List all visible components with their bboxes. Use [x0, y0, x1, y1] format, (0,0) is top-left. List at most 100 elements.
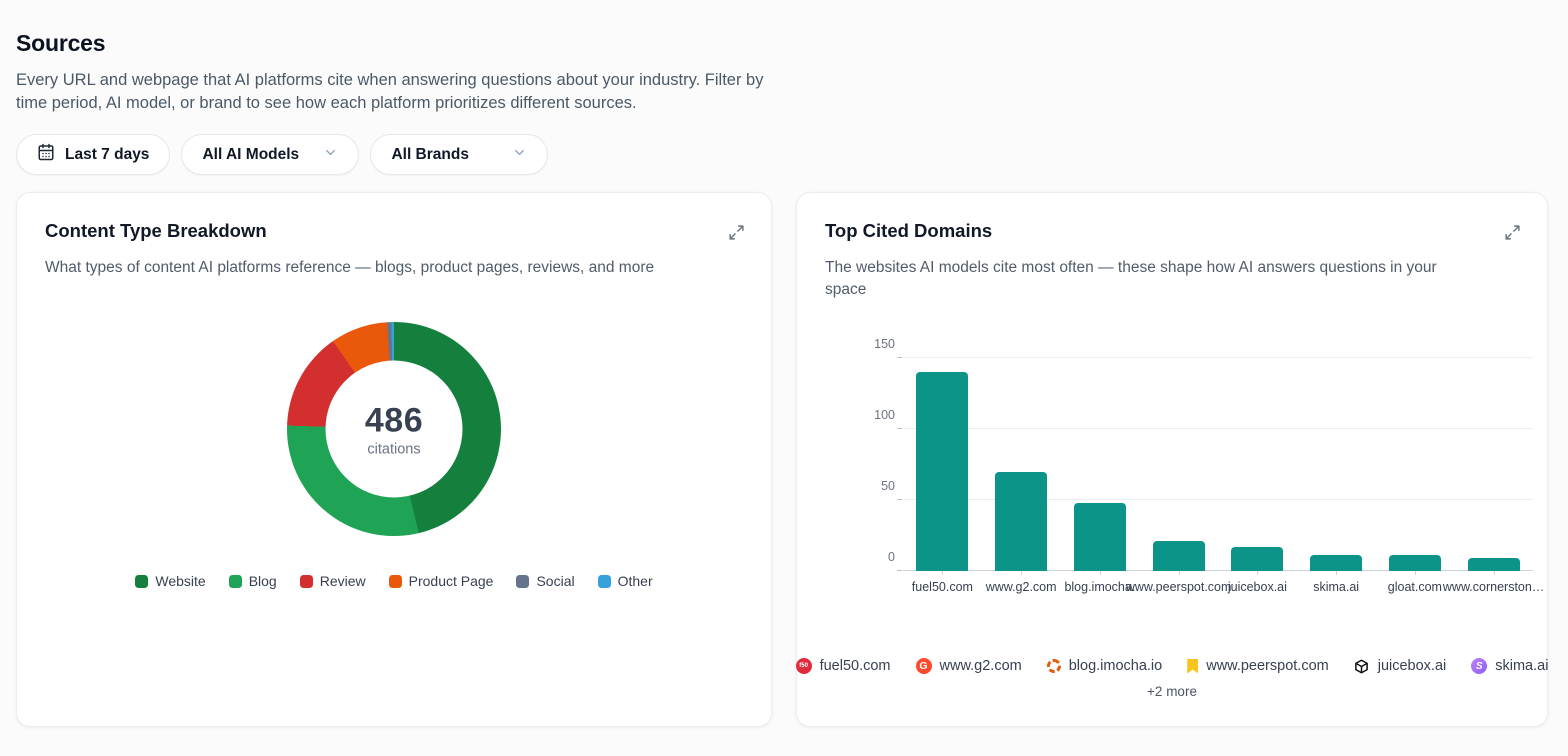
donut-center: 486 citations [325, 360, 463, 498]
x-tick [1021, 571, 1023, 575]
content-type-legend: Website Blog Review Product Page Social … [41, 573, 747, 589]
legend-item-review[interactable]: Review [299, 573, 366, 589]
filter-bar: Last 7 days All AI Models All Brands [16, 134, 1552, 175]
x-tick [942, 571, 944, 575]
g2-favicon: G [915, 658, 932, 674]
content-type-card-title: Content Type Breakdown [45, 220, 267, 241]
x-label: www.g2.com [985, 580, 1057, 594]
domain-label: blog.imocha.io [1068, 658, 1163, 674]
legend-item-other[interactable]: Other [597, 573, 653, 589]
legend-label: Review [319, 573, 366, 589]
domain-legend: f50 fuel50.com G www.g2.com blog.imocha.… [795, 658, 1548, 674]
top-domains-card-title: Top Cited Domains [825, 220, 993, 241]
ai-model-dropdown[interactable]: All AI Models [181, 134, 360, 175]
x-tick [1178, 571, 1180, 575]
expand-icon [728, 225, 745, 244]
social-swatch [516, 574, 530, 588]
legend-item-product-page[interactable]: Product Page [388, 573, 494, 589]
bar-imocha[interactable] [1073, 503, 1126, 571]
product-page-swatch [388, 574, 402, 588]
bar-peerspot[interactable] [1152, 541, 1205, 571]
blog-swatch [228, 574, 242, 588]
y-tick-50: 50 [881, 479, 895, 493]
bar-gloat[interactable] [1388, 555, 1441, 571]
more-domains-link[interactable]: +2 more [1147, 684, 1197, 699]
domain-item-peerspot[interactable]: www.peerspot.com [1187, 658, 1329, 674]
y-tick-0: 0 [888, 550, 895, 564]
x-label: www.cornerston… [1442, 580, 1545, 594]
page-description: Every URL and webpage that AI platforms … [16, 71, 764, 112]
x-label: skima.ai [1313, 580, 1360, 594]
y-tick-100: 100 [874, 408, 895, 422]
donut-chart[interactable]: 486 citations [287, 322, 501, 536]
imocha-favicon [1046, 659, 1061, 673]
website-swatch [135, 574, 149, 588]
domain-label: skima.ai [1495, 658, 1549, 674]
page-header: Sources Every URL and webpage that AI pl… [0, 0, 1568, 115]
x-label: www.peerspot.com [1125, 580, 1232, 594]
domain-label: juicebox.ai [1377, 658, 1447, 674]
date-range-filter[interactable]: Last 7 days [16, 134, 171, 175]
x-label: gloat.com [1387, 580, 1442, 594]
peerspot-favicon [1187, 658, 1199, 674]
domain-item-imocha[interactable]: blog.imocha.io [1046, 658, 1163, 674]
ai-model-dropdown-value: All AI Models [202, 145, 300, 163]
page-title: Sources [16, 30, 106, 56]
domain-item-g2[interactable]: G www.g2.com [915, 658, 1022, 674]
content-type-card-subtitle: What types of content AI platforms refer… [45, 259, 655, 276]
domain-label: www.g2.com [939, 658, 1022, 674]
legend-label: Social [536, 573, 575, 589]
x-tick [1414, 571, 1416, 575]
legend-label: Product Page [408, 573, 494, 589]
date-range-label: Last 7 days [65, 145, 150, 163]
fuel50-favicon: f50 [795, 658, 812, 674]
juicebox-favicon [1354, 658, 1370, 674]
x-tick [1336, 571, 1338, 575]
domain-item-fuel50[interactable]: f50 fuel50.com [795, 658, 891, 674]
brand-dropdown-value: All Brands [391, 145, 469, 163]
citations-total: 486 [364, 401, 424, 439]
legend-label: Blog [248, 573, 277, 589]
chevron-down-icon [323, 145, 338, 165]
top-domains-card: Top Cited Domains The websites AI models… [795, 192, 1548, 727]
bar-fuel50[interactable] [916, 372, 969, 571]
brand-dropdown[interactable]: All Brands [370, 134, 549, 175]
cards-row: Content Type Breakdown What types of con… [16, 192, 1552, 727]
bar-cornerstone[interactable] [1467, 558, 1520, 571]
top-domains-card-subtitle: The websites AI models cite most often —… [825, 259, 1437, 298]
bar-chart: 150 100 50 0 fuel50.com www.g2.com blog.… [821, 337, 1544, 600]
domain-label: fuel50.com [819, 658, 891, 674]
legend-item-blog[interactable]: Blog [228, 573, 277, 589]
expand-icon [1504, 225, 1521, 244]
gridline-50 [897, 499, 1533, 500]
calendar-icon [37, 143, 55, 166]
legend-label: Other [617, 573, 653, 589]
bar-juicebox[interactable] [1231, 547, 1284, 571]
bars-group [903, 358, 1533, 571]
domain-item-skima[interactable]: S skima.ai [1471, 658, 1548, 674]
review-swatch [299, 574, 313, 588]
legend-item-website[interactable]: Website [135, 573, 206, 589]
y-tick-150: 150 [874, 337, 895, 351]
content-type-card: Content Type Breakdown What types of con… [16, 192, 772, 727]
domain-label: www.peerspot.com [1206, 658, 1329, 674]
gridline-100 [897, 428, 1533, 429]
legend-item-social[interactable]: Social [516, 573, 575, 589]
bar-chart-plot: 150 100 50 0 fuel50.com www.g2.com blog.… [874, 337, 1544, 594]
domain-item-juicebox[interactable]: juicebox.ai [1354, 658, 1447, 674]
x-axis-line [897, 570, 1533, 571]
expand-button[interactable] [1502, 222, 1523, 246]
gridline-150 [897, 357, 1533, 358]
x-label: juicebox.ai [1227, 580, 1287, 594]
chevron-down-icon [512, 145, 527, 165]
citations-caption: citations [367, 441, 421, 457]
x-tick [1257, 571, 1259, 575]
expand-button[interactable] [726, 222, 747, 246]
skima-favicon: S [1471, 658, 1488, 674]
x-label: fuel50.com [911, 580, 973, 594]
bar-g2[interactable] [995, 472, 1048, 571]
bar-skima[interactable] [1310, 555, 1363, 571]
legend-label: Website [155, 573, 206, 589]
other-swatch [597, 574, 611, 588]
x-tick [1099, 571, 1101, 575]
